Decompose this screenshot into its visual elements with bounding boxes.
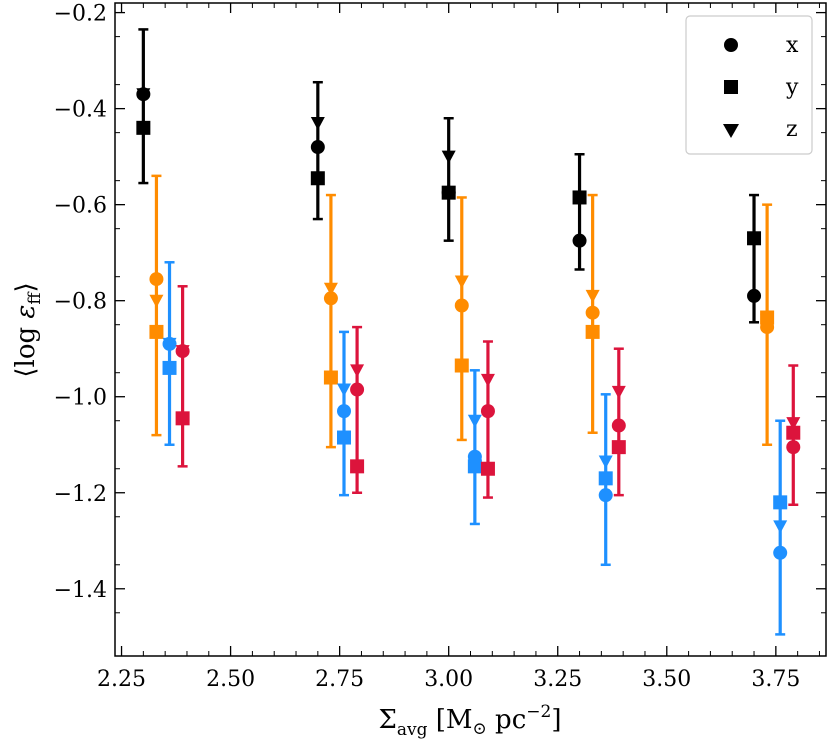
point-y-square [162, 360, 177, 375]
point-y-square [598, 471, 613, 486]
point-x-circle [572, 233, 587, 248]
x-axis-label: Σavg [M⊙ pc−2] [379, 702, 562, 739]
y-axis-label: ⟨log εff⟩ [11, 282, 45, 377]
legend-label-y: y [785, 75, 799, 100]
point-x-circle [454, 298, 469, 313]
series-blue [162, 261, 788, 636]
data-marks [136, 28, 801, 636]
point-y-square [480, 461, 495, 476]
y-tick-label: −1.4 [54, 578, 107, 603]
series-black [136, 28, 762, 324]
point-y-square [572, 190, 587, 205]
point-x-circle [136, 87, 151, 102]
point-x-circle [585, 305, 600, 320]
series-orange [149, 174, 775, 449]
point-z-triangle [350, 364, 365, 378]
point-x-circle [175, 344, 190, 359]
point-z-triangle [149, 294, 164, 308]
point-y-square [175, 411, 190, 426]
point-y-square [760, 310, 775, 325]
y-tick-label: −0.8 [54, 290, 107, 315]
point-y-square [323, 370, 338, 385]
y-tick-label: −0.2 [54, 2, 107, 27]
point-x-circle [162, 336, 177, 351]
point-z-triangle [480, 373, 495, 387]
point-z-triangle [611, 385, 626, 399]
point-z-triangle [454, 275, 469, 289]
legend-label-z: z [786, 117, 798, 142]
point-x-circle [337, 404, 352, 419]
point-x-circle [480, 404, 495, 419]
point-y-square [136, 120, 151, 135]
x-tick-label: 2.50 [206, 667, 255, 692]
series-red [175, 285, 801, 507]
point-z-triangle [310, 117, 325, 131]
point-z-triangle [598, 455, 613, 469]
axis-ticks: 2.25 2.50 2.75 3.00 3.25 3.50 3.75 −1.4 −1.2 −1.0… [54, 2, 826, 692]
point-x-circle [441, 185, 456, 200]
point-y-square [310, 171, 325, 186]
point-y-square [149, 324, 164, 339]
x-tick-label: 2.75 [315, 667, 364, 692]
x-tick-label: 3.75 [751, 667, 800, 692]
point-x-circle [598, 488, 613, 503]
point-z-triangle [323, 282, 338, 296]
point-y-square [350, 459, 365, 474]
point-y-square [467, 459, 482, 474]
x-tick-label: 2.25 [97, 667, 146, 692]
point-z-triangle [585, 289, 600, 303]
legend-square-marker [724, 80, 738, 94]
point-y-square [786, 425, 801, 440]
legend-triangle-marker [723, 124, 739, 138]
legend-box [685, 15, 813, 155]
point-z-triangle [467, 414, 482, 428]
point-x-circle [323, 291, 338, 306]
point-y-square [454, 358, 469, 373]
legend-label-x: x [786, 33, 799, 58]
point-x-circle [786, 440, 801, 455]
point-x-circle [611, 418, 626, 433]
y-tick-label: −0.6 [54, 194, 107, 219]
point-z-triangle [786, 417, 801, 431]
legend-circle-marker [724, 38, 738, 52]
point-y-square [585, 324, 600, 339]
point-x-circle [350, 382, 365, 397]
point-x-circle [310, 140, 325, 155]
point-x-circle [773, 545, 788, 560]
point-y-square [773, 495, 788, 510]
point-z-triangle [441, 150, 456, 164]
point-z-triangle [337, 383, 352, 397]
y-tick-label: −1.0 [54, 386, 107, 411]
x-tick-label: 3.00 [424, 667, 473, 692]
point-x-circle [747, 288, 762, 303]
y-tick-label: −1.2 [54, 482, 107, 507]
point-x-circle [467, 449, 482, 464]
x-tick-label: 3.25 [533, 667, 582, 692]
point-y-square [611, 440, 626, 455]
point-z-triangle [773, 520, 788, 534]
point-y-square [337, 430, 352, 445]
point-x-circle [149, 272, 164, 287]
point-y-square [747, 231, 762, 246]
legend: x y z [685, 15, 813, 155]
x-tick-label: 3.50 [642, 667, 691, 692]
y-tick-label: −0.4 [54, 98, 107, 123]
point-x-circle [760, 320, 775, 335]
